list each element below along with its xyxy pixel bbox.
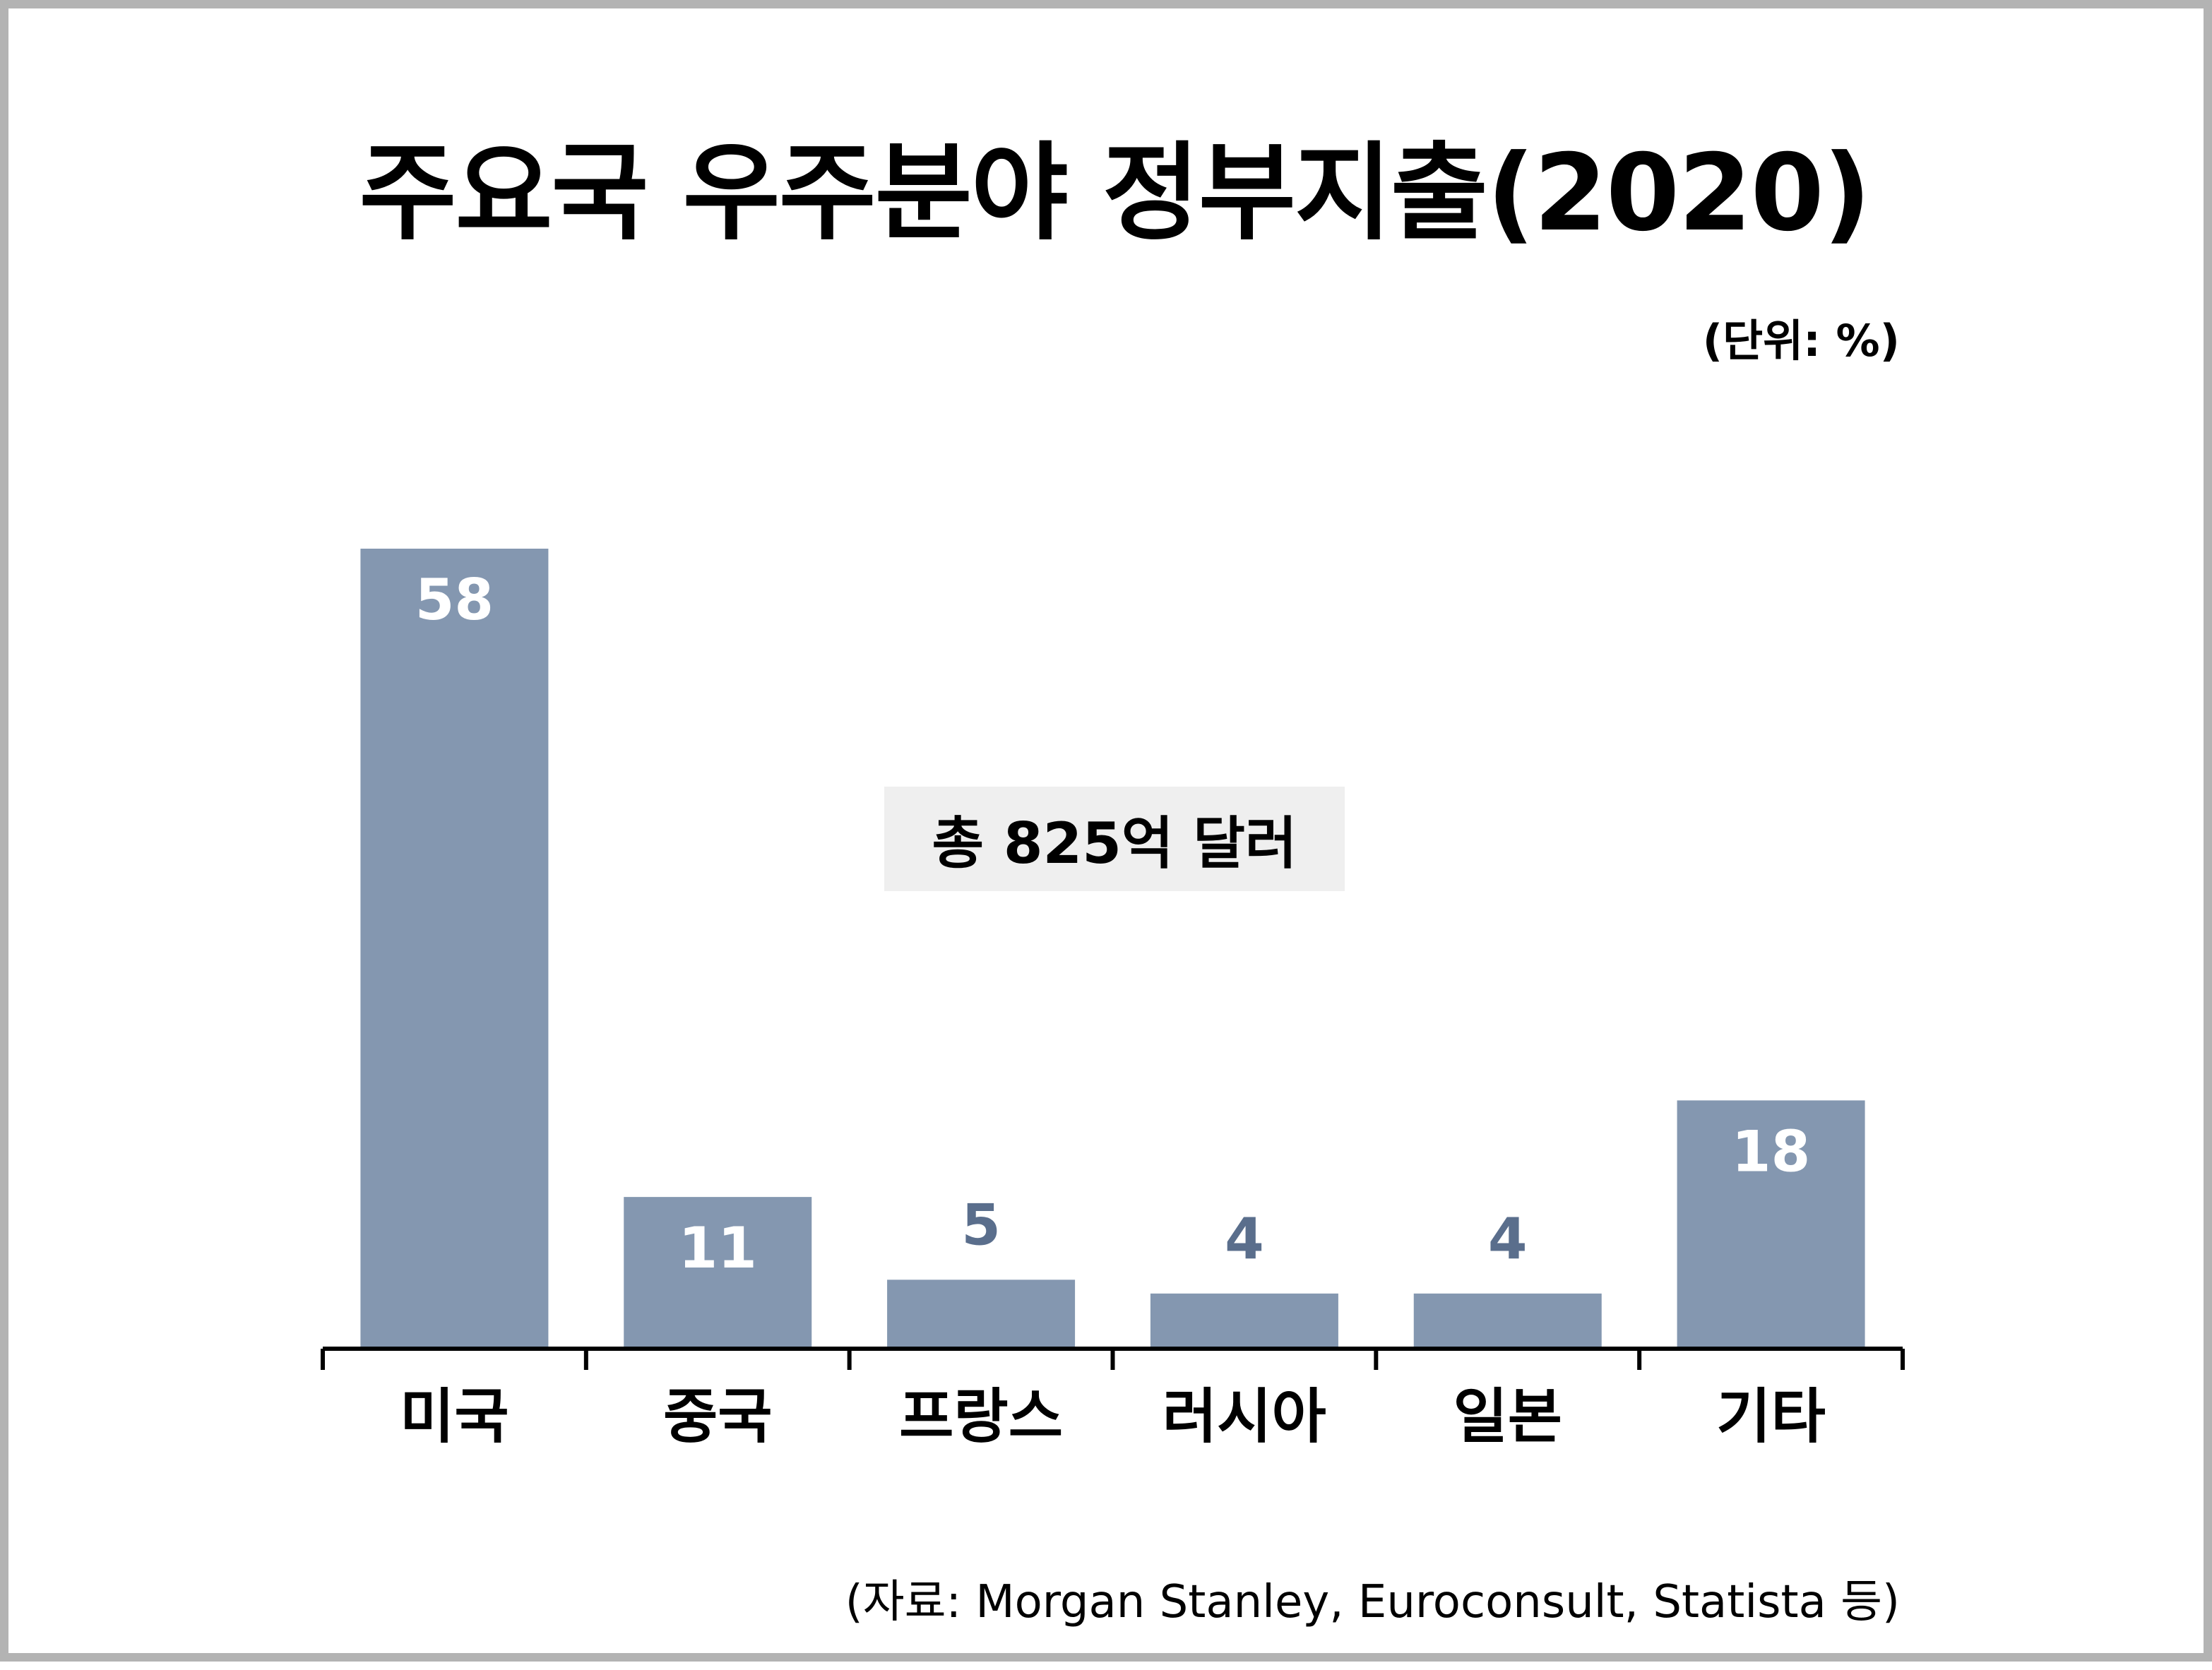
category-label-1: 중국 bbox=[663, 1382, 773, 1451]
data-label-5: 18 bbox=[1732, 1119, 1810, 1184]
data-label-3: 4 bbox=[1225, 1206, 1264, 1272]
source-note: (자료: Morgan Stanley, Euroconsult, Statis… bbox=[845, 1576, 1900, 1628]
data-label-4: 4 bbox=[1488, 1206, 1528, 1272]
unit-note: (단위: %) bbox=[1702, 315, 1900, 366]
bar-1 bbox=[624, 1197, 812, 1349]
total-annotation-box: 총 825억 달러 bbox=[884, 787, 1345, 891]
bar-2 bbox=[887, 1280, 1076, 1349]
category-label-3: 러시아 bbox=[1163, 1382, 1326, 1451]
total-annotation: 총 825억 달러 bbox=[932, 811, 1297, 876]
data-label-0: 58 bbox=[415, 567, 494, 633]
category-label-0: 미국 bbox=[400, 1382, 509, 1451]
bar-4 bbox=[1413, 1293, 1602, 1349]
bar-5 bbox=[1677, 1100, 1865, 1349]
bar-3 bbox=[1150, 1293, 1338, 1349]
category-label-4: 일본 bbox=[1453, 1382, 1562, 1451]
chart-title: 주요국 우주분야 정부지출(2020) bbox=[359, 132, 1871, 255]
category-label-2: 프랑스 bbox=[899, 1382, 1063, 1451]
bar-0 bbox=[360, 549, 549, 1349]
data-label-2: 5 bbox=[961, 1192, 1001, 1258]
bar-chart: 58 미국 11 중국 5 프랑스 4 러시아 4 일본 18 기타 bbox=[321, 549, 1905, 1451]
data-label-1: 11 bbox=[679, 1215, 757, 1281]
category-label-5: 기타 bbox=[1716, 1382, 1826, 1451]
